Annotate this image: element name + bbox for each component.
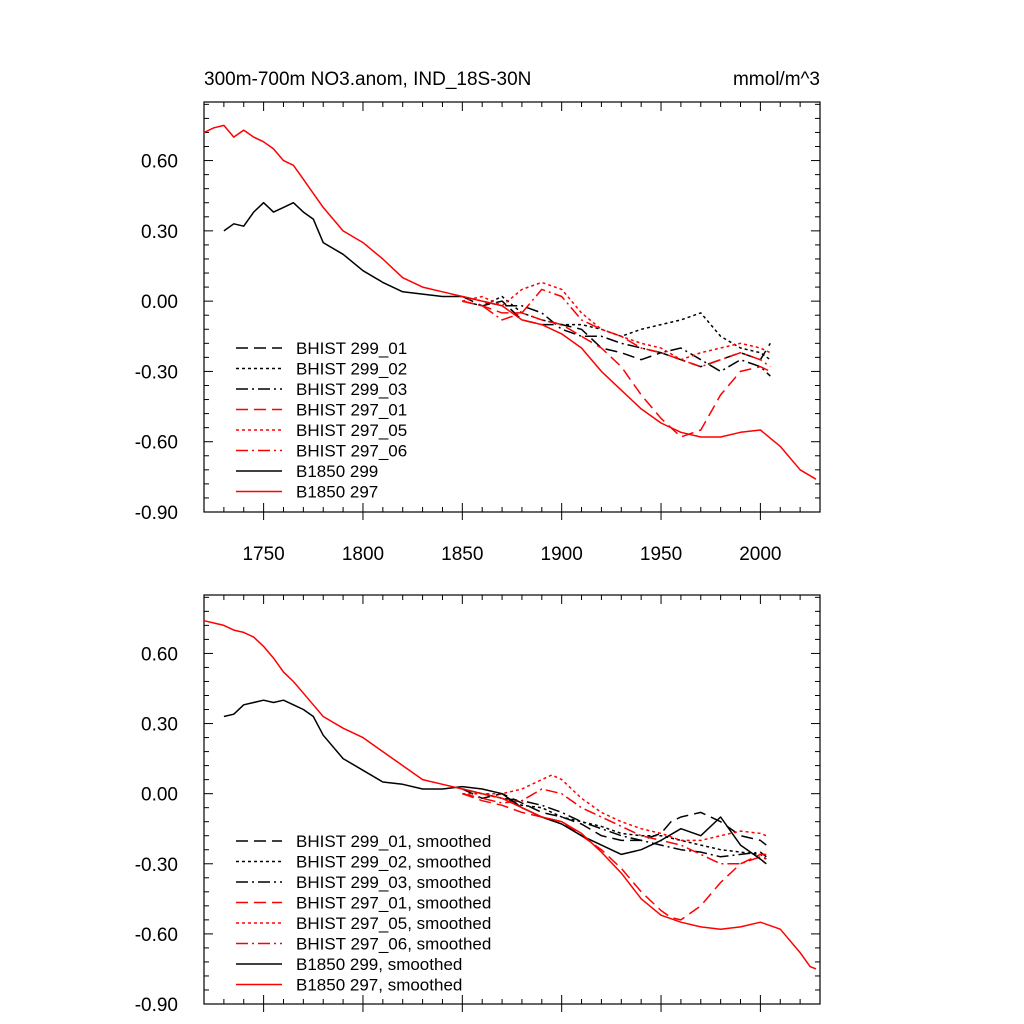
legend-label: B1850 299	[296, 462, 378, 481]
chart-title: 300m-700m NO3.anom, IND_18S-30N	[204, 69, 531, 90]
legend-label: B1850 297	[296, 483, 378, 502]
y-tick-label: -0.60	[135, 925, 178, 946]
legend-label: BHIST 299_02, smoothed	[296, 853, 491, 872]
panel-raw: 1750 1800 1850 1900 1950 2000 -0.90 -0.60 -0.30 0…	[135, 101, 821, 565]
series-line	[203, 619, 817, 970]
plot-frame	[203, 594, 821, 1005]
panel-smoothed: -0.90 -0.60 -0.30 0.00 0.30 0.60 BHIST 299_01,…	[135, 594, 821, 1016]
units-label: mmol/m^3	[733, 69, 820, 90]
legend-label: BHIST 297_01, smoothed	[296, 894, 491, 913]
y-tick-label: 0.60	[141, 152, 178, 173]
legend-label: BHIST 299_02	[296, 360, 407, 379]
plot-frame	[203, 101, 821, 513]
y-tick-label: -0.60	[135, 433, 178, 454]
series-line	[462, 300, 771, 438]
legend-label: B1850 297, smoothed	[296, 976, 462, 995]
x-tick-label: 1850	[441, 544, 483, 565]
series-line	[203, 124, 817, 480]
legend-label: BHIST 299_01, smoothed	[296, 832, 491, 851]
y-tick-label: 0.30	[141, 715, 178, 736]
y-tick-label: -0.90	[135, 995, 178, 1016]
legend-label: BHIST 299_01	[296, 339, 407, 358]
y-tick-label: -0.90	[135, 503, 178, 524]
series-line	[462, 788, 767, 858]
legend-label: BHIST 297_05, smoothed	[296, 914, 491, 933]
y-tick-label: 0.30	[141, 222, 178, 243]
x-tick-label: 1800	[342, 544, 384, 565]
series-line	[462, 792, 767, 921]
series-line	[223, 201, 463, 298]
series-line	[462, 295, 771, 377]
y-tick-label: 0.60	[141, 644, 178, 665]
y-tick-label: -0.30	[135, 855, 178, 876]
series-line	[462, 788, 767, 865]
x-tick-label: 2000	[739, 544, 781, 565]
y-tick-label: -0.30	[135, 362, 178, 383]
legend-label: B1850 299, smoothed	[296, 955, 462, 974]
y-tick-label: 0.00	[141, 785, 178, 806]
x-tick-label: 1750	[242, 544, 284, 565]
y-tick-label: 0.00	[141, 292, 178, 313]
series-line	[223, 699, 767, 865]
series-line	[462, 281, 771, 361]
legend-label: BHIST 297_05	[296, 421, 407, 440]
legend-label: BHIST 299_03, smoothed	[296, 873, 491, 892]
x-tick-label: 1900	[541, 544, 583, 565]
legend-label: BHIST 299_03	[296, 380, 407, 399]
series-line	[462, 774, 767, 842]
legend-label: BHIST 297_06, smoothed	[296, 935, 491, 954]
legend-label: BHIST 297_06	[296, 442, 407, 461]
legend-label: BHIST 297_01	[296, 401, 407, 420]
x-tick-label: 1950	[640, 544, 682, 565]
series-line	[461, 788, 767, 846]
